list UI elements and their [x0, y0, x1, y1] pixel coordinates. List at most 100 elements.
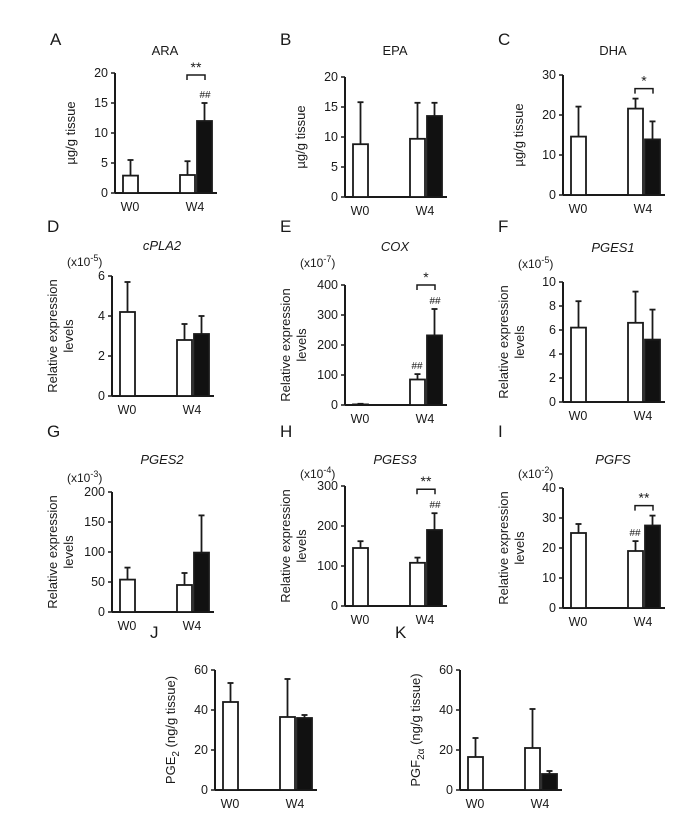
panel-J: J PGE2 (ng/g tissue) 0 20 40 60 W0 W4 [150, 623, 317, 811]
y-axis-label: levels [294, 328, 309, 362]
bar-white-W4 [176, 339, 193, 397]
x-tick-label: W4 [186, 200, 205, 214]
y-tick-label: 8 [549, 299, 556, 313]
y-axis-label: µg/g tissue [63, 101, 78, 164]
y-tick-label: 200 [84, 485, 105, 499]
panel-F: F PGES1 (x10-5) Relative expression levels 0 2… [496, 217, 665, 423]
y-axis-label: Relative expression [45, 495, 60, 608]
scale-note: (x10-2) [518, 465, 553, 481]
significance-stars: ** [639, 490, 650, 506]
bar-black-W4 [196, 120, 213, 194]
y-tick-label: 2 [549, 371, 556, 385]
panel-title: PGFS [595, 452, 631, 467]
panel-letter: G [47, 422, 60, 441]
y-tick-label: 300 [317, 479, 338, 493]
bar-black-W4 [541, 773, 558, 791]
bar-black-W4 [644, 338, 661, 403]
y-tick-label: 2 [98, 349, 105, 363]
bar-white-W4 [409, 378, 426, 406]
bar-black-W4 [426, 529, 443, 607]
x-tick-label: W4 [416, 613, 435, 627]
x-tick-label: W4 [634, 202, 653, 216]
panel-I: I PGFS (x10-2) Relative expression levels 0 10… [496, 422, 665, 629]
bar-white-W0 [467, 756, 484, 791]
bar-white-W0 [352, 143, 369, 198]
y-axis-label: levels [294, 529, 309, 563]
y-tick-label: 20 [194, 743, 208, 757]
x-tick-label: W0 [121, 200, 140, 214]
panel-letter: D [47, 217, 59, 236]
bar-white-W0 [352, 403, 369, 406]
y-tick-label: 0 [101, 186, 108, 200]
hash-annotation: ## [411, 361, 423, 372]
panel-letter: E [280, 217, 291, 236]
y-tick-label: 0 [549, 395, 556, 409]
y-tick-label: 30 [542, 68, 556, 82]
hash-annotation: ## [429, 296, 441, 307]
y-tick-label: 20 [542, 108, 556, 122]
y-tick-label: 0 [331, 190, 338, 204]
panel-letter: H [280, 422, 292, 441]
panel-letter: K [395, 623, 407, 642]
bar-white-W0 [570, 326, 587, 403]
y-tick-label: 20 [324, 70, 338, 84]
y-tick-label: 5 [101, 156, 108, 170]
bar-white-W0 [570, 532, 587, 609]
significance-bracket [186, 74, 206, 80]
y-tick-label: 200 [317, 519, 338, 533]
significance-bracket [634, 504, 654, 511]
bar-white-W0 [119, 578, 136, 613]
scale-note: (x10-5) [67, 253, 102, 269]
bar-black-W4 [296, 717, 313, 791]
panel-letter: B [280, 30, 291, 49]
bar-black-W4 [426, 115, 443, 198]
y-axis-label: Relative expression [496, 491, 511, 604]
x-tick-label: W4 [416, 204, 435, 218]
y-axis-label: Relative expression [278, 288, 293, 401]
panel-title: PGES1 [591, 240, 634, 255]
bar-black-W4 [193, 333, 210, 397]
panel-title: ARA [152, 43, 179, 58]
bar-white-W4 [176, 584, 193, 613]
y-tick-label: 0 [331, 398, 338, 412]
y-tick-label: 10 [94, 126, 108, 140]
bar-white-W0 [119, 311, 136, 397]
x-tick-label: W4 [286, 797, 305, 811]
x-tick-label: W0 [351, 613, 370, 627]
panel-A: A ARA µg/g tissue 0 5 10 15 20 W0 W4 ## ** [50, 30, 217, 214]
bar-white-W4 [279, 716, 296, 791]
significance-stars: ** [421, 473, 432, 489]
y-axis-label: PGE2 (ng/g tissue) [163, 676, 182, 784]
hash-annotation: ## [429, 500, 441, 511]
bar-black-W4 [644, 138, 661, 196]
x-tick-label: W0 [569, 409, 588, 423]
y-tick-label: 6 [549, 323, 556, 337]
scale-note: (x10-5) [518, 255, 553, 271]
x-tick-label: W0 [221, 797, 240, 811]
y-tick-label: 30 [542, 511, 556, 525]
y-tick-label: 0 [98, 389, 105, 403]
y-tick-label: 20 [542, 541, 556, 555]
x-tick-label: W0 [118, 619, 137, 633]
x-tick-label: W4 [634, 409, 653, 423]
panel-title: cPLA2 [143, 238, 182, 253]
panel-letter: I [498, 422, 503, 441]
x-tick-label: W0 [351, 412, 370, 426]
significance-stars: * [423, 269, 429, 285]
y-tick-label: 0 [549, 188, 556, 202]
y-tick-label: 15 [324, 100, 338, 114]
y-axis-label: levels [512, 531, 527, 565]
y-tick-label: 10 [324, 130, 338, 144]
y-axis-label: PGF2α (ng/g tissue) [408, 673, 427, 786]
x-tick-label: W0 [351, 204, 370, 218]
hash-annotation: ## [629, 528, 641, 539]
significance-stars: ** [191, 59, 202, 75]
y-tick-label: 0 [446, 783, 453, 797]
y-tick-label: 100 [317, 368, 338, 382]
y-tick-label: 5 [331, 160, 338, 174]
x-tick-label: W4 [531, 797, 550, 811]
x-tick-label: W0 [569, 615, 588, 629]
x-tick-label: W0 [466, 797, 485, 811]
y-tick-label: 40 [194, 703, 208, 717]
